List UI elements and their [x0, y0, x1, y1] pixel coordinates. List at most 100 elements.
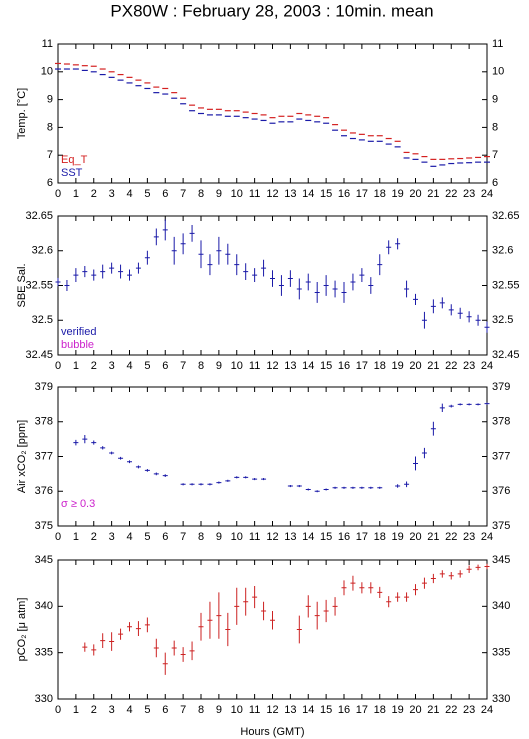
x-tick-label: 11	[249, 360, 260, 372]
data-point	[287, 484, 293, 488]
x-tick-label: 22	[445, 360, 457, 372]
data-point	[135, 621, 141, 636]
data-point	[404, 280, 410, 298]
y-tick-label: 32.55	[492, 279, 520, 291]
data-point	[189, 483, 195, 486]
data-point	[180, 483, 186, 486]
x-tick-label: 9	[216, 360, 222, 372]
data-point	[216, 236, 222, 265]
x-tick-label: 1	[73, 531, 79, 543]
data-point	[350, 486, 356, 489]
data-point	[91, 269, 97, 281]
data-point	[413, 293, 418, 305]
x-tick-label: 12	[266, 704, 278, 716]
data-point	[439, 403, 445, 413]
data-point	[144, 617, 150, 633]
data-point	[109, 262, 115, 274]
data-point	[314, 601, 320, 630]
y-tick-label: 32.6	[32, 245, 53, 257]
y-axis-label: SBE Sal.	[16, 263, 28, 307]
x-axis-label: Hours (GMT)	[240, 726, 304, 738]
x-tick-label: 21	[427, 531, 439, 543]
x-tick-label: 22	[445, 188, 457, 200]
x-tick-label: 2	[91, 188, 97, 200]
y-tick-label: 335	[492, 647, 510, 659]
data-point	[234, 587, 240, 625]
data-point	[162, 219, 168, 241]
data-point	[395, 592, 401, 602]
y-tick-label: 11	[492, 38, 503, 50]
x-tick-label: 17	[356, 531, 368, 543]
data-point	[296, 278, 302, 300]
y-tick-label: 9	[47, 94, 53, 106]
data-point	[466, 403, 472, 406]
data-point	[153, 638, 159, 658]
x-tick-label: 18	[374, 704, 386, 716]
data-point	[466, 311, 472, 323]
data-point	[162, 474, 168, 478]
data-point	[323, 275, 329, 296]
data-point	[243, 587, 249, 616]
y-tick-label: 10	[41, 66, 53, 78]
y-tick-label: 7	[492, 149, 498, 161]
x-tick-label: 14	[302, 704, 314, 716]
data-point	[305, 595, 311, 618]
x-tick-label: 18	[374, 531, 386, 543]
x-tick-label: 6	[162, 360, 168, 372]
y-tick-label: 32.45	[492, 349, 520, 361]
data-point	[413, 456, 418, 471]
x-tick-label: 16	[338, 360, 350, 372]
y-axis-label: Air xCO₂ [ppm]	[16, 420, 28, 493]
data-point	[127, 622, 132, 632]
data-point	[225, 612, 231, 647]
x-tick-label: 10	[231, 531, 243, 543]
x-tick-label: 7	[180, 531, 186, 543]
data-point	[377, 586, 383, 598]
x-tick-label: 23	[463, 531, 475, 543]
x-tick-label: 12	[266, 360, 278, 372]
x-tick-label: 10	[231, 188, 243, 200]
data-point	[234, 476, 240, 479]
y-tick-label: 378	[35, 416, 53, 428]
data-point	[216, 592, 222, 639]
x-tick-label: 6	[162, 704, 168, 716]
data-point	[395, 238, 401, 250]
data-point	[430, 299, 436, 314]
data-point	[377, 486, 383, 489]
data-point	[64, 279, 70, 292]
y-tick-label: 6	[492, 177, 498, 189]
data-point	[314, 490, 320, 493]
data-point	[332, 486, 338, 489]
data-point	[457, 403, 463, 406]
x-tick-label: 21	[427, 360, 439, 372]
x-tick-label: 8	[198, 188, 204, 200]
x-tick-label: 4	[126, 188, 132, 200]
data-point	[475, 314, 481, 326]
x-tick-label: 22	[445, 531, 457, 543]
x-tick-label: 15	[320, 188, 332, 200]
data-point	[404, 592, 410, 602]
x-tick-label: 0	[55, 531, 61, 543]
x-tick-label: 5	[144, 704, 150, 716]
data-point	[332, 280, 338, 298]
data-point	[153, 228, 159, 246]
x-tick-label: 15	[320, 531, 332, 543]
data-point	[261, 601, 267, 621]
data-point	[430, 421, 436, 436]
data-point	[341, 282, 347, 303]
data-point	[323, 488, 329, 491]
data-point	[341, 580, 347, 596]
y-tick-label: 32.65	[492, 210, 520, 222]
y-tick-label: 345	[492, 554, 510, 566]
data-point	[261, 259, 267, 277]
data-point	[359, 268, 365, 283]
x-tick-label: 19	[392, 531, 404, 543]
x-tick-label: 24	[481, 531, 493, 543]
data-point	[100, 633, 106, 649]
y-tick-label: 7	[47, 149, 53, 161]
x-tick-label: 23	[463, 188, 475, 200]
y-tick-label: 32.65	[25, 210, 53, 222]
y-tick-label: 9	[492, 94, 498, 106]
data-point	[359, 486, 365, 489]
